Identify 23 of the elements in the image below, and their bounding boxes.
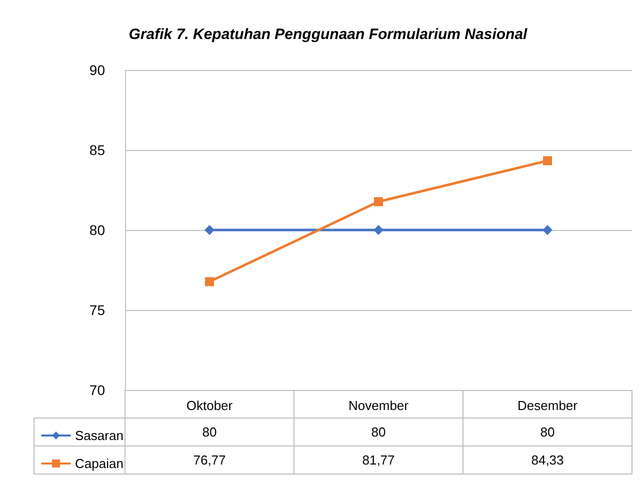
data-label: 81,77 — [362, 452, 395, 468]
y-tick-label: 80 — [89, 222, 106, 238]
data-label: 80 — [371, 424, 386, 440]
x-tick-label: November — [348, 398, 410, 413]
y-tick-label: 90 — [89, 62, 106, 78]
point — [374, 225, 384, 235]
point — [543, 156, 552, 166]
point — [205, 277, 214, 286]
point — [204, 225, 214, 235]
legend-label: Capaian — [75, 456, 124, 471]
x-tick-label: Desember — [518, 398, 578, 413]
data-label: 84,33 — [531, 452, 564, 468]
point — [374, 197, 383, 206]
data-label: 80 — [540, 424, 555, 440]
point — [542, 225, 552, 235]
y-tick-label: 70 — [89, 382, 106, 398]
y-tick-label: 85 — [89, 142, 106, 158]
data-label: 76,77 — [193, 452, 226, 468]
y-tick-label: 75 — [89, 302, 106, 318]
chart-title: Grafik 7. Kepatuhan Penggunaan Formularium Nasional — [128, 26, 528, 43]
x-tick-label: Oktober — [186, 398, 234, 413]
legend-label: Sasaran — [75, 428, 124, 443]
data-label: 80 — [202, 424, 217, 440]
